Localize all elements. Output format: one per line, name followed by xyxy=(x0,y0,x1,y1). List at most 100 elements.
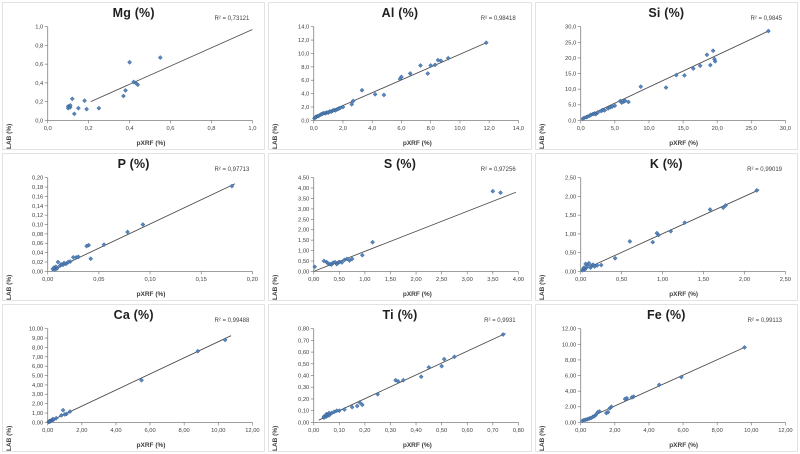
svg-text:0,20: 0,20 xyxy=(360,428,371,434)
svg-text:30,0: 30,0 xyxy=(565,25,576,31)
svg-text:0,12: 0,12 xyxy=(32,213,43,219)
svg-text:0,08: 0,08 xyxy=(32,232,43,238)
svg-text:1,00: 1,00 xyxy=(298,249,309,255)
chart-title: Si (%) xyxy=(648,6,685,20)
svg-text:10,00: 10,00 xyxy=(211,428,225,434)
svg-text:4,00: 4,00 xyxy=(32,383,43,389)
svg-text:5,0: 5,0 xyxy=(568,103,576,109)
svg-text:8,0: 8,0 xyxy=(302,65,310,71)
svg-text:15,0: 15,0 xyxy=(565,72,576,78)
x-axis-label: pXRF (%) xyxy=(402,442,432,449)
svg-text:4,50: 4,50 xyxy=(298,176,309,182)
svg-text:1,50: 1,50 xyxy=(698,277,709,283)
svg-text:5,00: 5,00 xyxy=(32,374,43,380)
svg-text:1,00: 1,00 xyxy=(657,277,668,283)
svg-text:6,0: 6,0 xyxy=(398,126,406,132)
chart-title: Ca (%) xyxy=(113,308,154,322)
r-squared-label: R² = 0,73121 xyxy=(214,16,250,22)
svg-text:4,00: 4,00 xyxy=(513,277,524,283)
svg-text:20,0: 20,0 xyxy=(565,56,576,62)
svg-text:0,50: 0,50 xyxy=(616,277,627,283)
r-squared-label: R² = 0,98418 xyxy=(480,16,516,22)
svg-text:0,05: 0,05 xyxy=(93,277,104,283)
svg-text:4,00: 4,00 xyxy=(110,428,121,434)
svg-text:2,0: 2,0 xyxy=(302,105,310,111)
svg-text:1,0: 1,0 xyxy=(35,25,43,31)
chart-title: Fe (%) xyxy=(646,308,686,322)
svg-text:0,20: 0,20 xyxy=(298,397,309,403)
svg-text:25,0: 25,0 xyxy=(565,40,576,46)
chart-title: Ti (%) xyxy=(382,308,418,322)
svg-text:10,00: 10,00 xyxy=(29,327,43,333)
svg-text:2,00: 2,00 xyxy=(739,277,750,283)
x-axis-label: pXRF (%) xyxy=(136,442,166,449)
svg-text:1,00: 1,00 xyxy=(360,277,371,283)
chart-panel-p: P (%) R² = 0,97713 LAB (%) 0,00 0,05 0,10 0… xyxy=(2,153,266,301)
chart-panel-al: Al (%) R² = 0,98418 LAB (%) 0,0 2,0 4,0 6,0… xyxy=(268,2,532,150)
chart-panel-fe: Fe (%) R² = 0,99113 LAB (%) 0,00 2,00 4,00… xyxy=(534,304,798,452)
chart-panel-s: S (%) R² = 0,97256 LAB (%) 0,00 0,50 1,00 1… xyxy=(268,153,532,301)
scatter-plot-fe: 0,00 2,00 4,00 6,00 8,00 10,00 12,00 0,00 2,00 4,… xyxy=(561,327,792,434)
r-squared-label: R² = 0,9931 xyxy=(484,318,516,324)
svg-text:0,06: 0,06 xyxy=(32,241,43,247)
svg-text:0,4: 0,4 xyxy=(126,126,135,132)
svg-text:9,00: 9,00 xyxy=(32,336,43,342)
scatter-plot-ti: 0,00 0,10 0,20 0,30 0,40 0,50 0,60 0,70 0,80 0,00… xyxy=(298,327,524,434)
chart-title: S (%) xyxy=(383,157,417,171)
svg-text:0,70: 0,70 xyxy=(488,428,499,434)
svg-text:6,00: 6,00 xyxy=(144,428,155,434)
svg-text:0,8: 0,8 xyxy=(207,126,215,132)
svg-text:0,14: 0,14 xyxy=(32,204,44,210)
svg-text:2,00: 2,00 xyxy=(298,228,309,234)
svg-text:2,50: 2,50 xyxy=(298,217,309,223)
svg-text:0,6: 0,6 xyxy=(167,126,175,132)
svg-text:0,30: 0,30 xyxy=(298,385,309,391)
svg-text:2,00: 2,00 xyxy=(565,194,576,200)
svg-text:12,00: 12,00 xyxy=(561,327,575,333)
chart-title: Mg (%) xyxy=(112,6,155,20)
scatter-plot-mg: 0,0 0,2 0,4 0,6 0,8 1,0 0,0 0,2 0,4 0,6 0,8 1,0 xyxy=(35,25,256,132)
svg-text:0,00: 0,00 xyxy=(565,420,576,426)
svg-text:12,00: 12,00 xyxy=(778,428,792,434)
x-axis-label: pXRF (%) xyxy=(669,442,699,449)
svg-text:1,50: 1,50 xyxy=(385,277,396,283)
svg-text:15,0: 15,0 xyxy=(677,126,688,132)
svg-text:0,4: 0,4 xyxy=(35,81,44,87)
svg-text:0,0: 0,0 xyxy=(310,126,318,132)
svg-text:8,00: 8,00 xyxy=(711,428,722,434)
x-axis-label: pXRF (%) xyxy=(136,140,166,147)
r-squared-label: R² = 0,9845 xyxy=(750,16,782,22)
x-axis-label: pXRF (%) xyxy=(669,291,699,298)
svg-text:4,00: 4,00 xyxy=(565,389,576,395)
svg-text:0,16: 0,16 xyxy=(32,194,43,200)
chart-title: K (%) xyxy=(649,157,683,171)
svg-text:0,02: 0,02 xyxy=(32,260,43,266)
svg-text:5,0: 5,0 xyxy=(610,126,618,132)
svg-text:0,00: 0,00 xyxy=(42,277,53,283)
x-axis-label: pXRF (%) xyxy=(669,140,699,147)
r-squared-label: R² = 0,97256 xyxy=(480,167,516,173)
svg-text:0,40: 0,40 xyxy=(298,374,309,380)
svg-text:0,0: 0,0 xyxy=(568,118,576,124)
scatter-plot-s: 0,00 0,50 1,00 1,50 2,00 2,50 3,00 3,50 4,00 0,00… xyxy=(298,176,524,283)
svg-text:10,0: 10,0 xyxy=(565,87,576,93)
svg-text:0,00: 0,00 xyxy=(308,277,319,283)
svg-text:12,0: 12,0 xyxy=(484,126,495,132)
svg-text:6,00: 6,00 xyxy=(677,428,688,434)
svg-text:30,0: 30,0 xyxy=(779,126,790,132)
chart-panel-si: Si (%) R² = 0,9845 LAB (%) 0,0 5,0 10,0 15,… xyxy=(534,2,798,150)
svg-text:2,00: 2,00 xyxy=(411,277,422,283)
scatter-plot-si: 0,0 5,0 10,0 15,0 20,0 25,0 30,0 0,0 5,0 10,0 15,0… xyxy=(565,25,791,132)
svg-text:2,00: 2,00 xyxy=(32,402,43,408)
svg-text:8,00: 8,00 xyxy=(32,345,43,351)
svg-text:10,0: 10,0 xyxy=(643,126,654,132)
svg-text:10,00: 10,00 xyxy=(561,342,575,348)
svg-text:1,50: 1,50 xyxy=(298,238,309,244)
svg-text:0,40: 0,40 xyxy=(411,428,422,434)
svg-text:14,0: 14,0 xyxy=(513,126,524,132)
svg-text:0,20: 0,20 xyxy=(32,176,43,182)
x-axis-label: pXRF (%) xyxy=(402,291,432,298)
svg-text:0,80: 0,80 xyxy=(513,428,524,434)
svg-text:0,10: 0,10 xyxy=(32,223,43,229)
